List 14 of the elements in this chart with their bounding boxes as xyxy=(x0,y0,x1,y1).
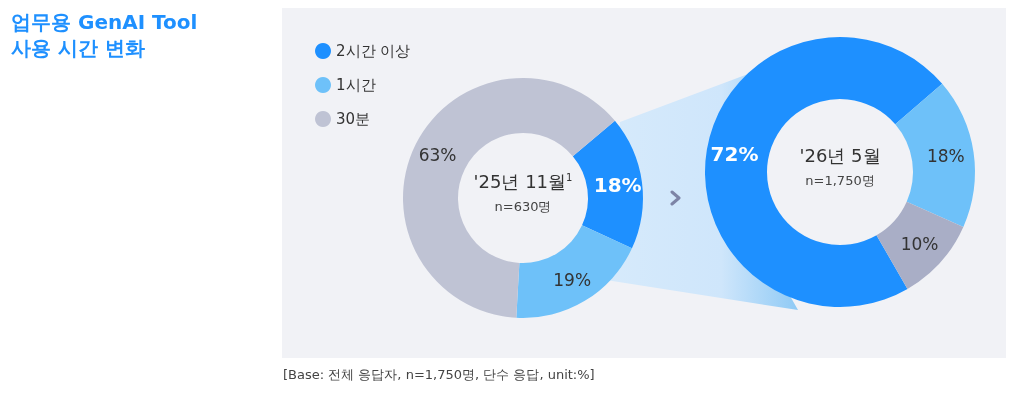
text: 업무용 GenAI Tool 사용 시간 변화 xyxy=(11,10,205,60)
legend-label: 30분 xyxy=(336,110,371,128)
data-label: 63% xyxy=(418,145,457,166)
text: n=630명 xyxy=(494,199,552,214)
data-label: 18% xyxy=(926,146,965,167)
legend-label: 1시간 xyxy=(336,76,376,94)
data-label: 10% xyxy=(900,233,939,254)
legend-label: 2시간 이상 xyxy=(336,42,411,60)
text: '26년 5월 xyxy=(799,144,881,166)
text: [Base: 전체 응답자, n=1,750명, 단수 응답, unit:%] xyxy=(283,367,595,382)
data-label: 72% xyxy=(710,142,759,167)
data-label: 18% xyxy=(593,173,642,198)
data-label: 19% xyxy=(553,269,592,290)
text: n=1,750명 xyxy=(805,173,875,188)
